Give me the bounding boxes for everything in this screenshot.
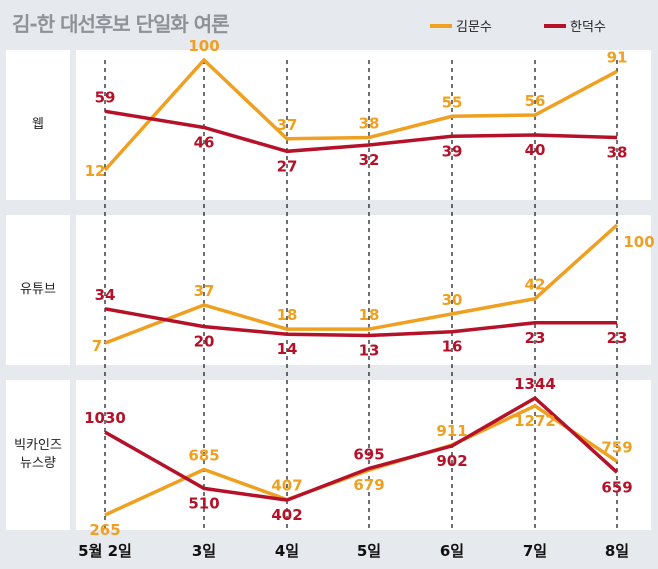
data-label: 37 xyxy=(277,116,298,134)
data-label: 685 xyxy=(188,446,219,464)
data-label: 18 xyxy=(277,306,298,324)
x-tick-label: 8일 xyxy=(605,542,629,560)
data-label: 1272 xyxy=(514,412,556,430)
row-label-youtube: 유튜브 xyxy=(6,215,70,365)
data-label: 55 xyxy=(442,93,463,111)
row-label-web: 웹 xyxy=(6,50,70,200)
data-label: 38 xyxy=(607,144,628,162)
data-label: 1344 xyxy=(514,375,556,393)
data-label: 695 xyxy=(353,445,384,463)
x-tick-label: 3일 xyxy=(192,542,216,560)
data-label: 30 xyxy=(442,291,463,309)
data-label: 402 xyxy=(271,506,302,524)
series-line-han xyxy=(104,395,619,502)
data-label: 659 xyxy=(601,478,632,496)
row-label-bigkinds: 빅카인즈 뉴스량 xyxy=(6,380,70,530)
row-label-text: 유튜브 xyxy=(20,282,56,297)
row-label-text: 빅카인즈 xyxy=(14,438,62,453)
legend-swatch-han xyxy=(544,23,566,28)
data-label: 32 xyxy=(359,151,380,169)
legend-item-kim: 김문수 xyxy=(430,16,492,35)
legend-label-kim: 김문수 xyxy=(456,20,492,35)
legend-item-han: 한덕수 xyxy=(544,16,606,35)
legend-swatch-kim xyxy=(430,23,452,28)
data-label: 59 xyxy=(95,88,116,106)
data-label: 38 xyxy=(359,115,380,133)
data-label: 27 xyxy=(277,157,298,175)
data-label: 91 xyxy=(607,48,628,66)
data-label: 510 xyxy=(188,494,219,512)
series-line-han xyxy=(104,109,618,154)
data-label: 16 xyxy=(442,338,463,356)
data-label: 40 xyxy=(525,141,546,159)
panel-web xyxy=(76,50,651,200)
row-label-text: 웹 xyxy=(32,117,44,132)
data-label: 34 xyxy=(95,286,116,304)
data-label: 20 xyxy=(194,333,215,351)
data-label: 100 xyxy=(188,37,219,55)
data-label: 407 xyxy=(271,477,302,495)
data-label: 679 xyxy=(353,476,384,494)
data-label: 18 xyxy=(359,306,380,324)
x-tick-label: 4일 xyxy=(275,542,299,560)
x-tick-label: 5월 2일 xyxy=(78,542,132,560)
series-line-kim xyxy=(103,57,618,172)
data-label: 265 xyxy=(89,521,120,539)
data-label: 100 xyxy=(623,233,654,251)
data-label: 911 xyxy=(436,422,467,440)
row-label-text: 뉴스량 xyxy=(20,456,56,471)
data-label: 56 xyxy=(525,92,546,110)
data-label: 7 xyxy=(92,337,102,355)
x-tick-label: 5일 xyxy=(357,542,381,560)
data-label: 46 xyxy=(194,134,215,152)
legend-label-han: 한덕수 xyxy=(570,20,606,35)
data-label: 23 xyxy=(607,329,628,347)
series-line-kim xyxy=(104,223,619,345)
x-tick-label: 7일 xyxy=(523,542,547,560)
data-label: 1030 xyxy=(84,409,126,427)
data-label: 42 xyxy=(525,276,546,294)
data-label: 23 xyxy=(525,329,546,347)
data-label: 902 xyxy=(436,452,467,470)
series-line-han xyxy=(104,307,617,338)
data-label: 13 xyxy=(359,341,380,359)
data-label: 14 xyxy=(277,340,298,358)
data-label: 12 xyxy=(85,162,106,180)
panel-youtube xyxy=(76,215,651,365)
data-label: 759 xyxy=(601,438,632,456)
x-tick-label: 6일 xyxy=(440,542,464,560)
data-label: 39 xyxy=(442,142,463,160)
panel-bigkinds xyxy=(76,380,651,530)
data-label: 37 xyxy=(194,282,215,300)
chart-title: 김-한 대선후보 단일화 여론 xyxy=(12,12,230,36)
